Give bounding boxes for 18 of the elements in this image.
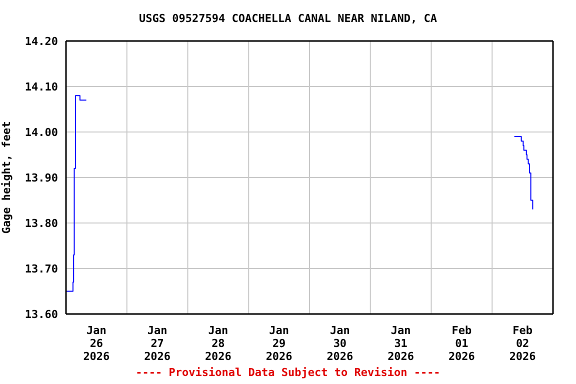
x-tick-label: Jan 26 2026 [83, 324, 110, 363]
x-tick-label: Jan 27 2026 [144, 324, 171, 363]
text: ---- Provisional Data Subject to Revision ---- [134, 366, 442, 379]
y-tick-label: 14.00 [24, 126, 58, 139]
x-tick-label: Jan 29 2026 [266, 324, 293, 363]
y-tick-label: 13.90 [24, 171, 58, 184]
y-tick-label: 14.10 [24, 80, 58, 94]
chart-title: USGS 09527594 COACHELLA CANAL NEAR NILAND, CA [138, 12, 438, 25]
y-tick-label: 13.70 [24, 262, 58, 276]
y-tick-label: 14.20 [24, 34, 58, 48]
x-tick-label: Jan 31 2026 [388, 324, 414, 363]
x-tick-label: Jan 28 2026 [204, 324, 232, 363]
y-tick-label: 13.60 [24, 308, 58, 321]
x-tick-label: Feb 02 2026 [509, 324, 536, 363]
x-tick-label: Jan 30 2026 [326, 324, 354, 363]
y-axis-title: Gage height, feet [0, 121, 13, 234]
y-tick-label: 13.80 [24, 216, 58, 230]
x-tick-label: Feb 01 2026 [448, 324, 476, 363]
